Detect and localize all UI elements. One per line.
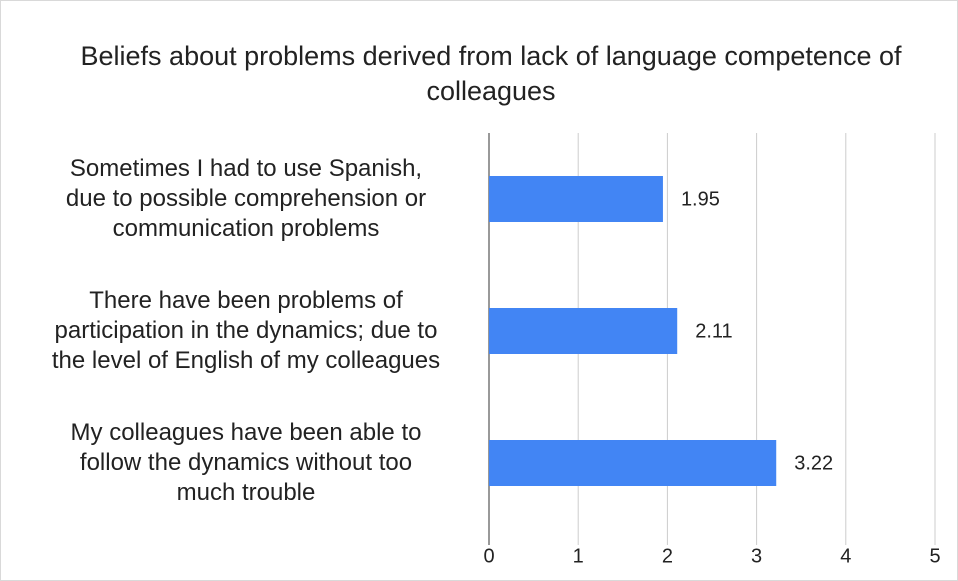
y-tick-label: Sometimes I had to use Spanish, due to p…: [65, 155, 427, 242]
value-label: 3.22: [794, 452, 833, 474]
y-tick-label: There have been problems of participatio…: [51, 287, 441, 374]
chart-title: Beliefs about problems derived from lack…: [80, 41, 902, 106]
value-label: 1.95: [681, 188, 720, 210]
x-tick-label: 0: [483, 545, 494, 567]
x-tick-label: 1: [573, 545, 584, 567]
value-label: 2.11: [695, 320, 732, 342]
x-tick-label: 4: [840, 545, 851, 567]
bar: [489, 308, 678, 354]
bar: [489, 440, 777, 486]
bar: [489, 176, 663, 222]
x-tick-label: 3: [751, 545, 762, 567]
x-tick-label: 2: [662, 545, 673, 567]
y-tick-label: My colleagues have been able to follow t…: [70, 419, 422, 506]
x-tick-label: 5: [929, 545, 940, 567]
